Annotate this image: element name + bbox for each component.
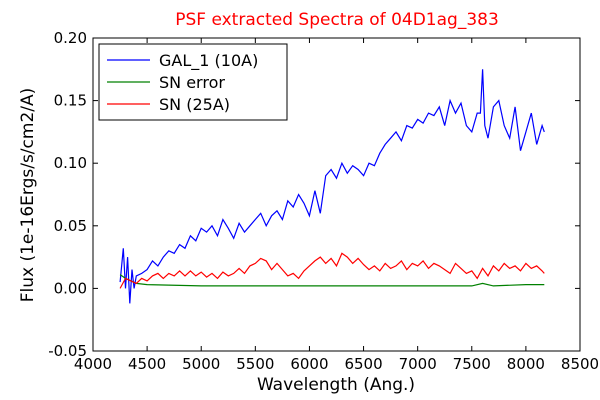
legend-label: GAL_1 (10A)	[159, 51, 258, 71]
x-tick-label: 4500	[128, 355, 166, 373]
series-lines	[119, 69, 545, 304]
x-tick-label: 8500	[561, 355, 599, 373]
x-tick-label: 7500	[453, 355, 491, 373]
series-line-2	[119, 252, 545, 289]
y-axis: -0.05 0.00 0.05 0.10 0.15 0.20	[48, 29, 580, 360]
x-tick-label: 4000	[74, 355, 112, 373]
y-axis-label: Flux (1e-16Ergs/s/cm2/A)	[18, 88, 38, 303]
y-tick-label: 0.00	[54, 279, 87, 297]
plot-area-frame	[92, 37, 581, 352]
x-tick-label: 5000	[182, 355, 220, 373]
series-line-0	[119, 69, 545, 304]
x-tick-label: 5500	[236, 355, 274, 373]
x-axis: 4000 4500 5000 5500 6000 6500 7000 7500 8000 8500	[74, 38, 599, 373]
y-tick-label: 0.10	[54, 154, 87, 172]
series-line-1	[119, 274, 545, 287]
x-tick-label: 6000	[290, 355, 328, 373]
y-tick-label: -0.05	[48, 342, 87, 360]
y-tick-label: 0.15	[54, 92, 87, 110]
x-tick-label: 8000	[507, 355, 545, 373]
x-axis-label: Wavelength (Ang.)	[257, 375, 415, 395]
y-tick-label: 0.20	[54, 29, 87, 47]
chart-title: PSF extracted Spectra of 04D1ag_383	[175, 10, 499, 30]
legend: GAL_1 (10A) SN error SN (25A)	[98, 43, 288, 121]
legend-label: SN (25A)	[159, 95, 230, 114]
x-tick-label: 6500	[344, 355, 382, 373]
legend-label: SN error	[159, 73, 225, 92]
x-tick-label: 7000	[399, 355, 437, 373]
y-tick-label: 0.05	[54, 217, 87, 235]
